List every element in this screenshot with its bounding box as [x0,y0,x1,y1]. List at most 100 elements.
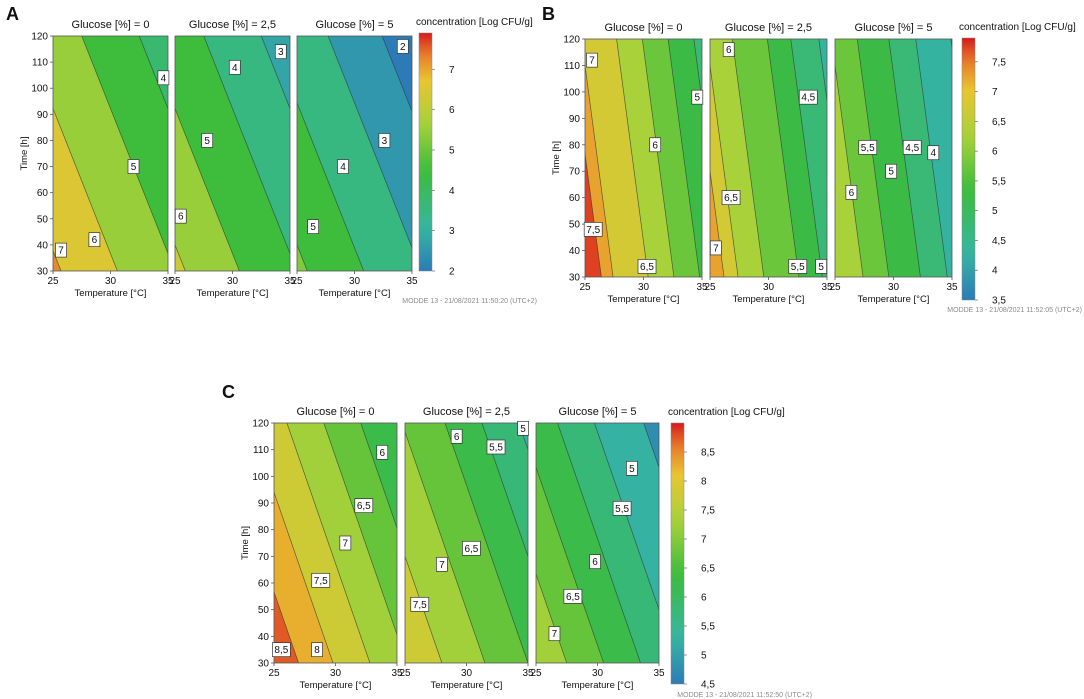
contour-label-text: 6,5 [566,592,580,603]
figure-label-A: A [6,4,19,24]
contour-label-text: 6 [726,45,732,56]
panel-B-2: Glucose [%] = 2,5 25 30 35 Temperature [°C] 7… [704,22,833,305]
y-tick-label: 60 [37,188,49,199]
contour-label: 7 [436,556,448,572]
contour-label: 7 [586,52,598,68]
contour-label-text: 6,5 [640,262,654,273]
colorbar-tick-label: 6,5 [992,117,1006,128]
colorbar-tick-label: 7 [701,535,707,546]
colorbar-tick-label: 6 [449,105,455,116]
contour-label: 4 [337,159,349,174]
contour-label-box [272,642,291,658]
contour-label-text: 5 [310,222,316,233]
x-tick-label: 35 [162,276,174,287]
contour-label-text: 5 [520,424,526,435]
x-tick-label: 35 [696,282,708,293]
contour-label-text: 2 [400,42,406,53]
colorbar-tick-label: 8,5 [701,448,715,459]
contour-line [405,430,486,663]
colorbar-gradient [670,422,685,685]
x-tick-label: 35 [284,276,296,287]
contour-band [53,36,168,271]
contour-line [53,249,62,271]
x-axis-label: Temperature [°C] [75,288,147,299]
y-tick-label: 90 [569,114,581,125]
contour-label-text: 7 [439,560,445,571]
contour-line [835,62,864,277]
y-tick-label: 110 [253,445,269,456]
y-tick-label: 120 [31,32,48,43]
contour-label: 6 [589,554,601,570]
colorbar-tick-label: 7 [992,87,998,98]
x-tick-label: 30 [330,668,342,679]
x-tick-label: 25 [291,276,303,287]
contour-fill [53,36,168,271]
contour-label: 5,5 [486,439,506,455]
contour-label-text: 5,5 [615,504,629,515]
colorbar-title: concentration [Log CFU/g] [668,407,785,418]
contour-label-box [721,190,741,206]
panel-title: Glucose [%] = 0 [72,19,150,31]
contour-label-box [311,642,323,658]
contour-label: 7 [55,242,67,258]
colorbar-gradient [961,37,976,301]
contour-label-box [885,163,898,179]
x-tick-label: 30 [638,282,650,293]
contour-label-box [450,428,463,444]
contour-label-text: 5,5 [489,443,503,454]
contour-label-text: 7 [713,243,719,254]
contour-label-text: 5,5 [791,262,805,273]
contour-label-text: 6,5 [464,544,478,555]
contour-label-text: 7,5 [314,576,328,587]
y-tick-label: 70 [569,167,581,178]
colorbar-tick-label: 3 [449,226,455,237]
y-tick-label: 50 [569,220,581,231]
contour-label: 8 [311,642,323,658]
contour-label-text: 6 [849,188,855,199]
y-tick-label: 60 [258,579,270,590]
contour-label: 6,5 [462,540,481,556]
y-tick-label: 100 [563,87,580,98]
x-tick-label: 30 [227,276,239,287]
x-axis-label: Temperature [°C] [608,294,680,305]
contour-label-box [228,59,241,75]
contour-label: 4 [228,59,241,75]
contour-line [536,466,604,663]
y-tick-label: 50 [37,214,49,225]
contour-line [536,573,568,663]
contour-label-box [157,70,170,86]
contour-label: 5,5 [788,259,808,274]
contour-label: 6,5 [637,259,657,274]
contour-label: 5,5 [612,500,632,516]
contour-band [585,39,649,277]
colorbar-title: concentration [Log CFU/g] [959,22,1076,33]
colorbar-tick-label: 5 [449,145,455,156]
colorbar-tick-label: 4 [449,186,455,197]
y-axis-label: Time [h] [19,137,30,171]
contour-label: 2 [396,39,409,54]
colorbar-tick-label: 3,5 [992,296,1006,307]
contour-label-box [589,554,601,570]
contour-label-box [858,140,878,155]
x-tick-label: 30 [349,276,361,287]
x-axis-label: Temperature [°C] [431,680,503,691]
x-tick-label: 25 [47,276,59,287]
contour-label: 5 [885,163,898,179]
contour-label-box [612,500,632,516]
contour-line [274,590,299,663]
contour-line [888,39,921,277]
contour-label: 6,5 [721,190,741,206]
x-tick-label: 35 [653,668,665,679]
contour-label: 7,5 [311,572,331,588]
contour-label-text: 6 [92,235,98,246]
contour-label-text: 7,5 [413,600,427,611]
contour-label: 5 [691,89,704,105]
contour-line [53,107,118,271]
colorbar-tick-label: 7 [449,65,455,76]
y-tick-label: 110 [564,61,580,72]
contour-label: 6 [88,232,101,248]
x-axis-label: Temperature [°C] [197,288,269,299]
contour-label: 8,5 [272,642,291,658]
